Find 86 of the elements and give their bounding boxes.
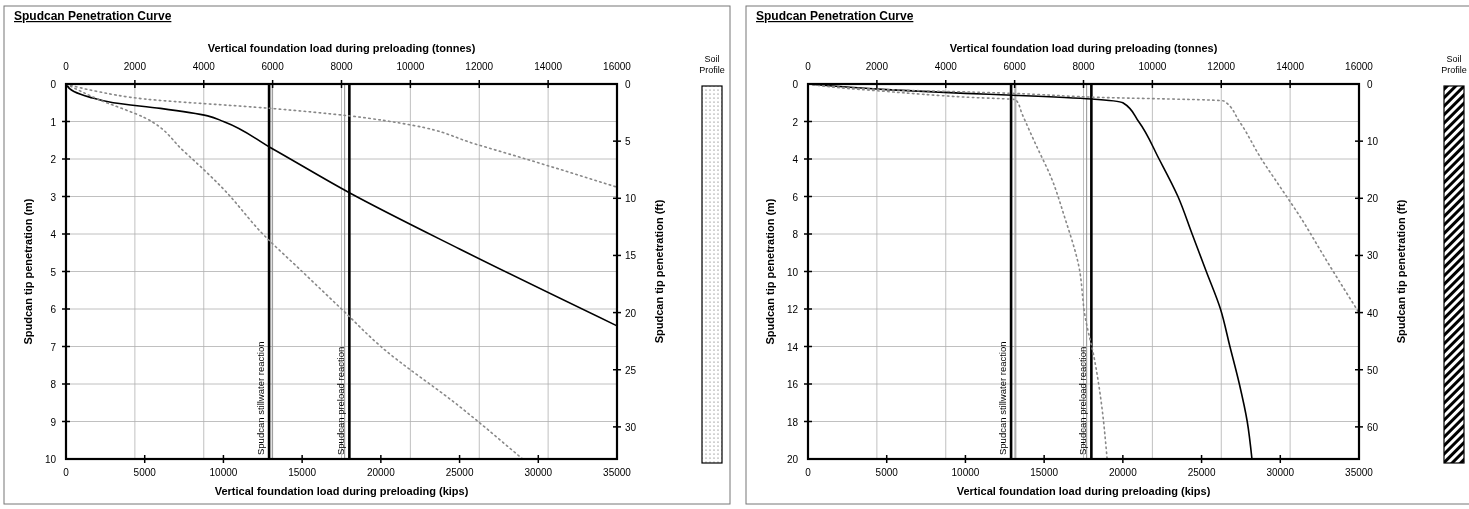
x-tick-label: 25000 — [445, 467, 474, 478]
ref-line-label: Spudcan preload reaction — [335, 346, 347, 455]
ref-line-label: Spudcan stillwater reaction — [255, 341, 267, 455]
ref-line-label: Spudcan preload reaction — [1077, 346, 1089, 455]
x-tick-label: 15000 — [288, 467, 317, 478]
x-tick-label: 10000 — [209, 467, 238, 478]
y2-axis-title: Spudcan tip penetration (ft) — [653, 199, 665, 344]
y2-tick-label: 50 — [1367, 364, 1379, 376]
text: Soil Profile — [1441, 54, 1467, 75]
x2-axis-title: Vertical foundation load during preloading (tonnes) — [207, 42, 476, 54]
x2-tick-label: 4000 — [934, 61, 958, 72]
y-tick-label: 7 — [50, 341, 57, 353]
x2-tick-label: 10000 — [396, 61, 425, 72]
y2-tick-label: 30 — [1367, 250, 1379, 262]
x-tick-label: 35000 — [603, 467, 632, 478]
y-tick-label: 10 — [786, 266, 799, 278]
y-tick-label: 0 — [50, 79, 57, 90]
y-tick-label: 8 — [792, 229, 799, 240]
y-tick-label: 1 — [50, 116, 57, 128]
y-tick-label: 14 — [786, 341, 799, 353]
y2-tick-label: 60 — [1367, 421, 1379, 433]
chart-title: Spudcan Penetration Curve — [14, 9, 172, 23]
y-axis-title: Spudcan tip penetration (m) — [764, 198, 776, 345]
y2-tick-label: 30 — [625, 421, 637, 433]
x-axis-title: Vertical foundation load during preloading (kips) — [214, 485, 469, 497]
y-tick-label: 12 — [786, 304, 799, 315]
y2-tick-label: 40 — [1367, 307, 1379, 319]
x2-tick-label: 14000 — [1276, 61, 1305, 72]
y-tick-label: 4 — [792, 154, 799, 165]
x-tick-label: 0 — [63, 467, 70, 478]
y-tick-label: 0 — [792, 79, 799, 90]
y2-tick-label: 10 — [1367, 136, 1379, 148]
ref-line-label: Spudcan stillwater reaction — [997, 341, 1009, 455]
y-tick-label: 5 — [50, 266, 57, 278]
x2-tick-label: 0 — [63, 61, 70, 72]
y-axis-title: Spudcan tip penetration (m) — [22, 198, 34, 345]
x-tick-label: 0 — [805, 467, 812, 478]
y2-tick-label: 0 — [1367, 79, 1373, 90]
y-tick-label: 4 — [50, 229, 57, 240]
y-tick-label: 2 — [792, 116, 799, 128]
text: Soil Profile — [699, 54, 725, 75]
x-axis-title: Vertical foundation load during preloading (kips) — [956, 485, 1211, 497]
y-tick-label: 2 — [50, 154, 57, 165]
y-tick-label: 6 — [792, 191, 799, 203]
y2-tick-label: 15 — [625, 250, 637, 262]
x2-tick-label: 10000 — [1138, 61, 1167, 72]
x-tick-label: 15000 — [1030, 467, 1059, 478]
x2-tick-label: 6000 — [1003, 61, 1027, 72]
x-tick-label: 25000 — [1187, 467, 1216, 478]
x-tick-label: 10000 — [951, 467, 980, 478]
x-tick-label: 5000 — [875, 467, 899, 478]
y-tick-label: 18 — [786, 416, 799, 428]
y2-tick-label: 0 — [625, 79, 631, 90]
y2-axis-title: Spudcan tip penetration (ft) — [1395, 199, 1407, 344]
x2-tick-label: 16000 — [603, 61, 632, 72]
x2-tick-label: 14000 — [534, 61, 563, 72]
y-tick-label: 20 — [786, 454, 799, 465]
x2-tick-label: 8000 — [330, 61, 354, 72]
x-tick-label: 20000 — [1108, 467, 1138, 478]
x-tick-label: 30000 — [1266, 467, 1295, 478]
x2-tick-label: 2000 — [865, 61, 889, 72]
x2-tick-label: 12000 — [1207, 61, 1236, 72]
y-tick-label: 3 — [50, 191, 57, 203]
x-tick-label: 30000 — [524, 467, 553, 478]
x-tick-label: 5000 — [133, 467, 157, 478]
x2-tick-label: 4000 — [192, 61, 216, 72]
y-tick-label: 9 — [50, 416, 57, 428]
x-tick-label: 20000 — [366, 467, 396, 478]
x2-tick-label: 12000 — [465, 61, 494, 72]
x2-tick-label: 0 — [805, 61, 812, 72]
x2-tick-label: 16000 — [1345, 61, 1374, 72]
y2-tick-label: 5 — [625, 136, 631, 148]
x-tick-label: 35000 — [1345, 467, 1374, 478]
y-tick-label: 10 — [44, 454, 57, 465]
y2-tick-label: 10 — [625, 193, 637, 205]
x2-tick-label: 8000 — [1072, 61, 1096, 72]
y-tick-label: 16 — [786, 379, 799, 390]
y2-tick-label: 25 — [625, 364, 637, 376]
chart-title: Spudcan Penetration Curve — [756, 9, 914, 23]
y2-tick-label: 20 — [1367, 193, 1379, 205]
x2-axis-title: Vertical foundation load during preloading (tonnes) — [949, 42, 1218, 54]
y-tick-label: 6 — [50, 304, 57, 315]
y2-tick-label: 20 — [625, 307, 637, 319]
y-tick-label: 8 — [50, 379, 57, 390]
x2-tick-label: 2000 — [123, 61, 147, 72]
x2-tick-label: 6000 — [261, 61, 285, 72]
